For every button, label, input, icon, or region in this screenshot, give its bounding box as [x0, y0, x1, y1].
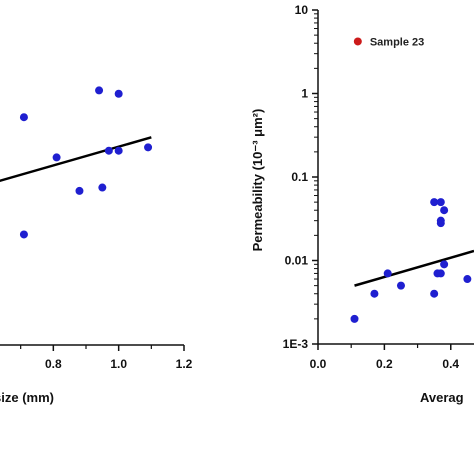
right-y-axis-label: Permeability (10⁻³ μm²)	[250, 109, 265, 252]
right-data-point	[383, 269, 392, 278]
right-data-point	[463, 275, 472, 284]
outlier-point	[353, 37, 362, 46]
right-y-tick-label: 1	[301, 87, 308, 101]
right-data-point	[436, 219, 445, 228]
right-data-point	[430, 289, 439, 298]
right-data-point	[350, 314, 359, 323]
left-x-tick-label: 0.8	[45, 357, 62, 371]
left-data-point	[19, 113, 28, 122]
left-data-point	[114, 89, 123, 98]
right-x-tick-label: 0.0	[310, 357, 327, 371]
right-y-tick-label: 10	[295, 3, 309, 17]
right-data-point	[436, 269, 445, 278]
left-x-tick-label: 1.0	[110, 357, 127, 371]
right-x-tick-label: 0.2	[376, 357, 393, 371]
right-data-point	[370, 289, 379, 298]
right-data-point	[430, 198, 439, 207]
left-data-point	[104, 146, 113, 155]
left-data-point	[75, 186, 84, 195]
right-data-point	[396, 281, 405, 290]
left-data-point	[95, 86, 104, 95]
outlier-annotation: Sample 23	[370, 36, 424, 48]
left-x-tick-label: 1.2	[176, 357, 193, 371]
right-data-point	[436, 198, 445, 207]
left-trend-line	[0, 136, 152, 183]
right-data-point	[440, 260, 449, 269]
left-data-point	[52, 153, 61, 162]
left-data-point	[98, 183, 107, 192]
left-data-point	[19, 230, 28, 239]
right-y-tick-label: 0.01	[285, 254, 309, 268]
left-data-point	[144, 143, 153, 152]
right-x-axis-label: Averag	[420, 390, 464, 405]
left-data-point	[114, 146, 123, 155]
right-trend-line	[354, 249, 474, 287]
right-y-tick-label: 0.1	[291, 170, 308, 184]
right-y-tick-label: 1E-3	[283, 337, 309, 351]
left-x-axis-label: size (mm)	[0, 390, 54, 405]
right-data-point	[440, 206, 449, 215]
right-x-tick-label: 0.4	[442, 357, 459, 371]
